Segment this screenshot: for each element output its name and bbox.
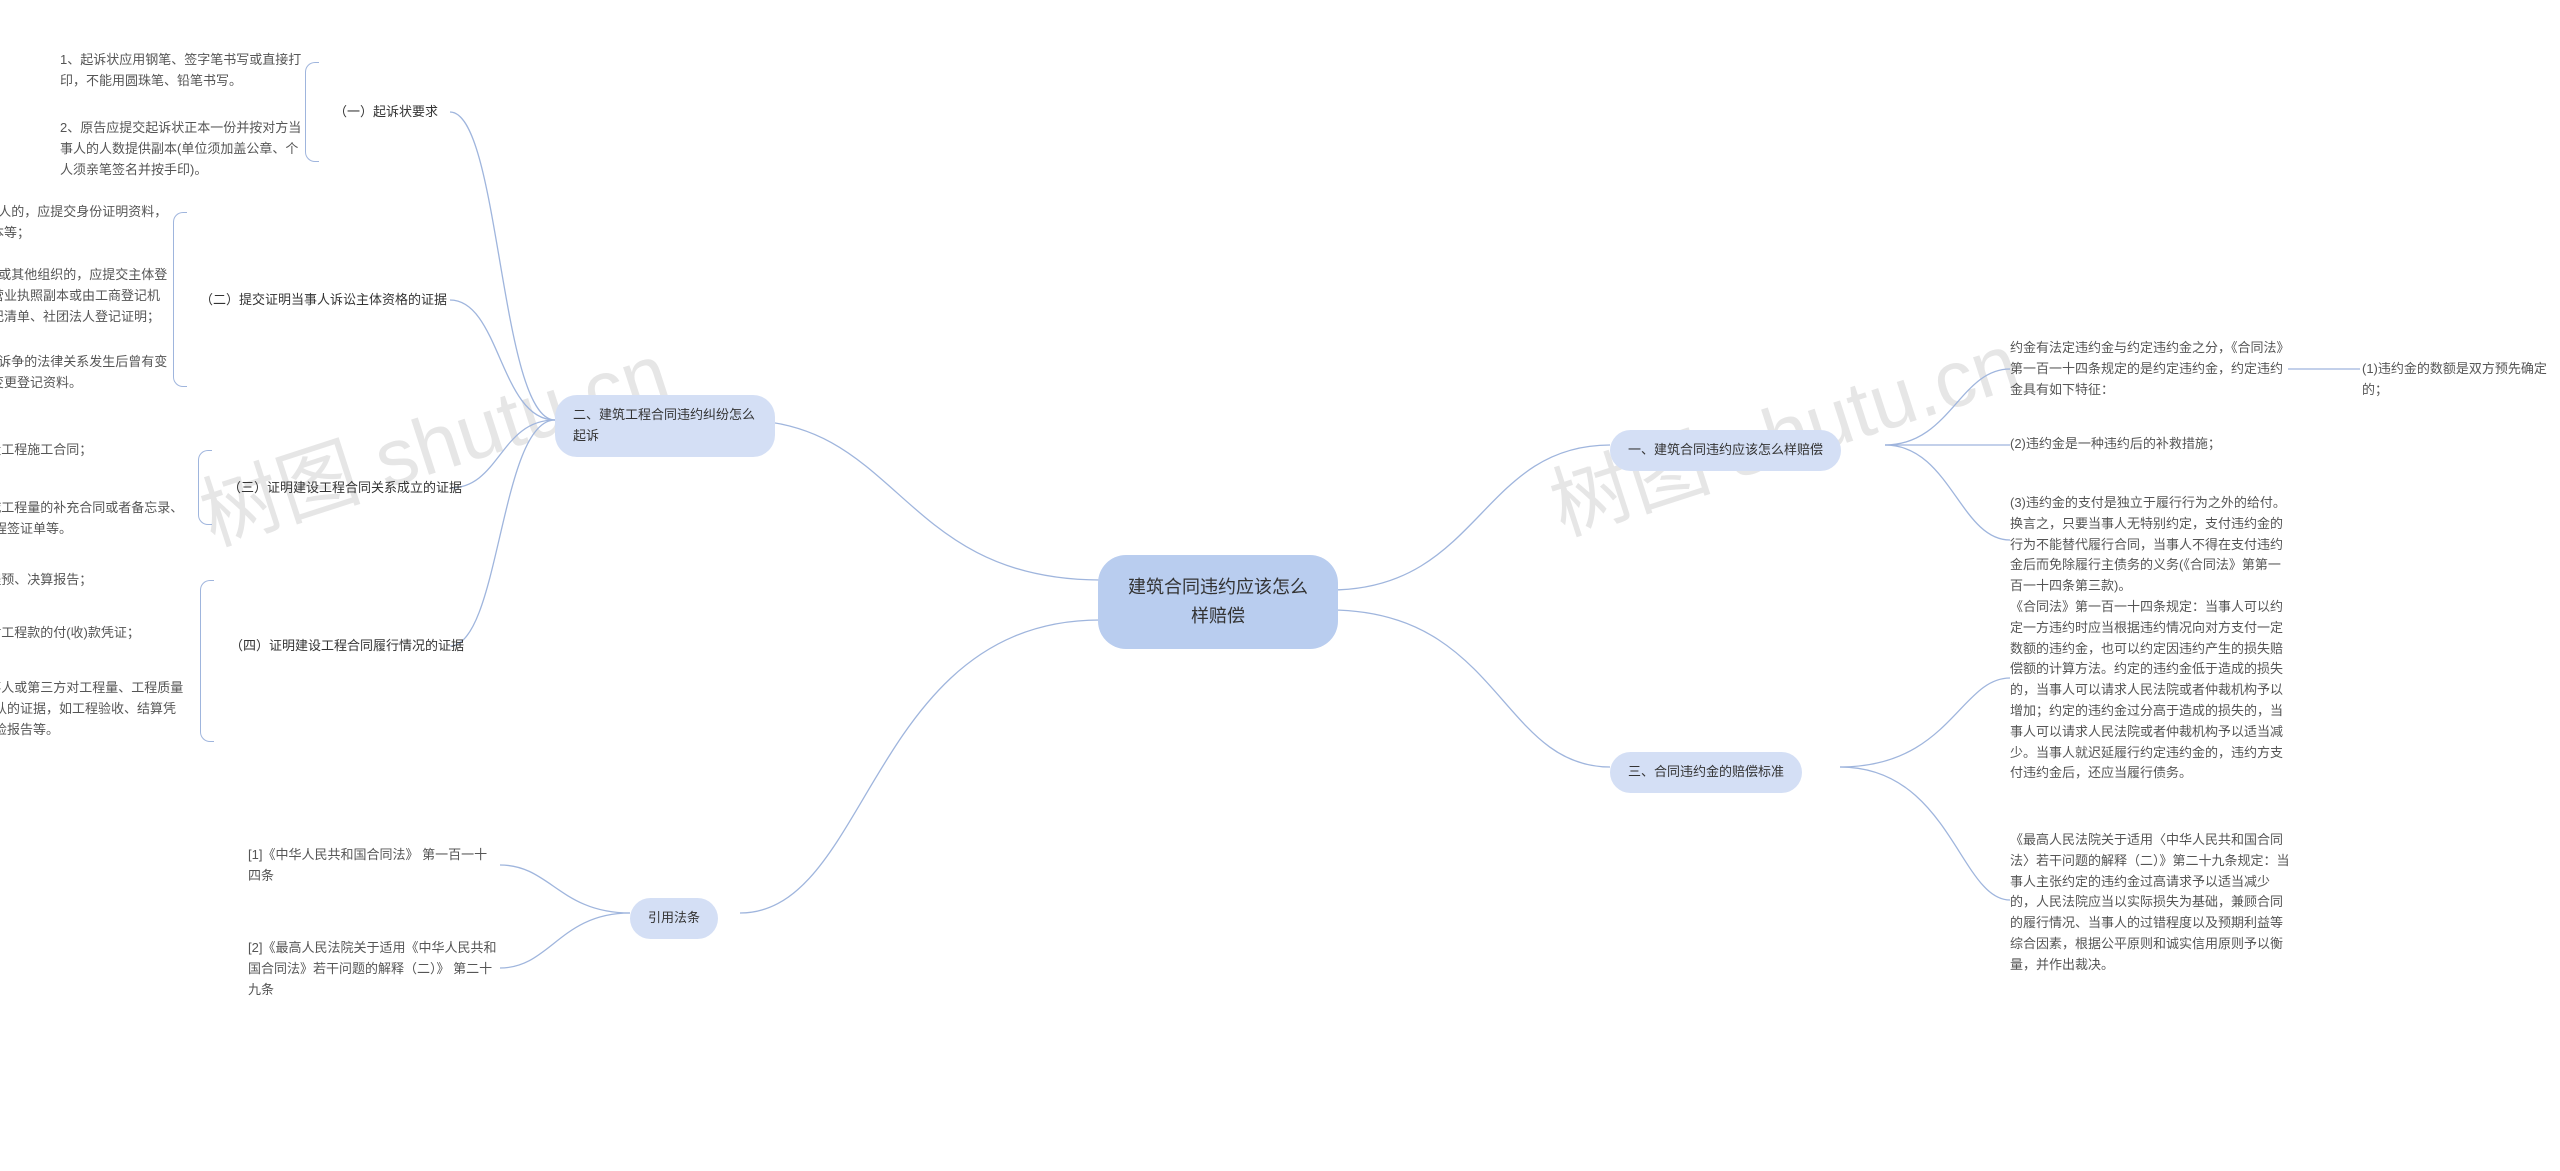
s1-p2: 2、原告应提交起诉状正本一份并按对方当事人的人数提供副本(单位须加盖公章、个人须… [60, 118, 305, 180]
s2-p1: 1、当事人为自然人的，应提交身份证明资料，如身份证或户口本等； [0, 202, 168, 244]
law-p2: [2]《最高人民法院关于适用《中华人民共和国合同法》若干问题的解释（二）》 第二… [248, 938, 498, 1000]
bracket-s4 [200, 580, 214, 742]
branch-1-p1: (1)违约金的数额是双方预先确定的； [2362, 359, 2560, 401]
s3-p1: 1、建设工程施工合同； [0, 440, 195, 461]
branch-2-title: 二、建筑工程合同违约纠纷怎么起诉 [555, 395, 775, 457]
s2-p3: 3、当事人名称在诉争的法律关系发生后曾有变更的，应该提交变更登记资料。 [0, 352, 168, 394]
branch-1-p2: (2)违约金是一种违约后的补救措施； [2010, 434, 2221, 455]
s2-title: （二）提交证明当事人诉讼主体资格的证据 [200, 290, 447, 311]
law-title: 引用法条 [630, 898, 718, 939]
s3-p2: 2、增减工程量的补充合同或者备忘录、现场工程签证单等。 [0, 498, 195, 540]
bracket-s3 [198, 450, 212, 525]
branch-3-title: 三、合同违约金的赔偿标准 [1610, 752, 1802, 793]
center-node: 建筑合同违约应该怎么样赔偿 [1098, 555, 1338, 649]
s1-title: （一）起诉状要求 [334, 102, 438, 123]
branch-1-intro: 约金有法定违约金与约定违约金之分，《合同法》第一百一十四条规定的是约定违约金，约… [2010, 338, 2288, 400]
branch-3-p1: 《合同法》第一百一十四条规定：当事人可以约定一方违约时应当根据违约情况向对方支付… [2010, 597, 2290, 784]
bracket-s1 [305, 62, 319, 162]
s1-p1: 1、起诉状应用钢笔、签字笔书写或直接打印，不能用圆珠笔、铅笔书写。 [60, 50, 305, 92]
watermark: 树图 shutu.cn [1534, 298, 2031, 558]
s3-title: （三）证明建设工程合同关系成立的证据 [228, 478, 462, 499]
s4-title: （四）证明建设工程合同履行情况的证据 [230, 636, 464, 657]
s4-p2: 2、支付工程款的付(收)款凭证； [0, 623, 195, 644]
branch-1-title: 一、建筑合同违约应该怎么样赔偿 [1610, 430, 1841, 471]
law-p1: [1]《中华人民共和国合同法》 第一百一十四条 [248, 845, 498, 887]
branch-1-p3: (3)违约金的支付是独立于履行行为之外的给付。换言之，只要当事人无特别约定，支付… [2010, 493, 2290, 597]
branch-3-p2: 《最高人民法院关于适用〈中华人民共和国合同法〉若干问题的解释（二）》第二十九条规… [2010, 830, 2290, 976]
bracket-s2 [173, 212, 187, 387]
s4-p3: 3、当事人或第三方对工程量、工程质量共同确认的证据，如工程验收、结算凭证，质检报… [0, 678, 195, 740]
s2-p2: 2、当事人为法人或其他组织的，应提交主体登记资料，如工商营业执照副本或由工商登记… [0, 265, 168, 327]
s4-p1: 1、工程预、决算报告； [0, 570, 195, 591]
